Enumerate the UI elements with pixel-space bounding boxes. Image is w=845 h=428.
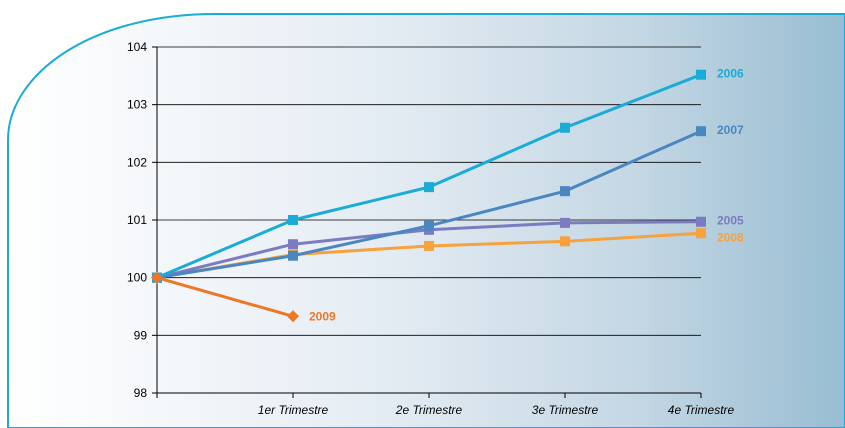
data-point-2009 — [287, 310, 299, 323]
data-point-2006 — [696, 69, 706, 80]
y-tick-label: 98 — [134, 386, 148, 400]
series-label-2006: 2006 — [717, 67, 744, 81]
data-point-2007 — [424, 220, 434, 231]
series-label-2009: 2009 — [309, 309, 336, 323]
series-line-2009 — [156, 276, 294, 318]
x-tick-label: 2e Trimestre — [395, 403, 463, 417]
y-tick-label: 103 — [127, 98, 147, 112]
series-label-2007: 2007 — [717, 123, 744, 137]
series-label-2008: 2008 — [717, 230, 744, 244]
data-point-2007 — [288, 250, 298, 261]
data-point-2007 — [560, 186, 570, 197]
data-point-2006 — [424, 182, 434, 193]
data-point-2008 — [424, 240, 434, 251]
y-tick-label: 102 — [127, 155, 147, 169]
y-tick-label: 100 — [127, 271, 147, 285]
y-tick-label: 101 — [127, 213, 147, 227]
data-point-2008 — [560, 236, 570, 247]
data-point-2006 — [560, 122, 570, 133]
data-point-2005 — [560, 217, 570, 228]
x-tick-label: 4e Trimestre — [668, 403, 735, 417]
series-label-2005: 2005 — [717, 214, 744, 228]
data-point-2007 — [696, 126, 706, 137]
data-point-2005 — [696, 216, 706, 227]
data-point-2005 — [288, 239, 298, 250]
data-point-2008 — [696, 228, 706, 239]
y-tick-label: 99 — [134, 328, 148, 342]
x-tick-label: 3e Trimestre — [532, 403, 599, 417]
y-tick-label: 104 — [127, 40, 147, 54]
data-point-2006 — [288, 215, 298, 225]
data-point-2009 — [151, 271, 163, 284]
x-tick-label: 1er Trimestre — [258, 403, 329, 417]
